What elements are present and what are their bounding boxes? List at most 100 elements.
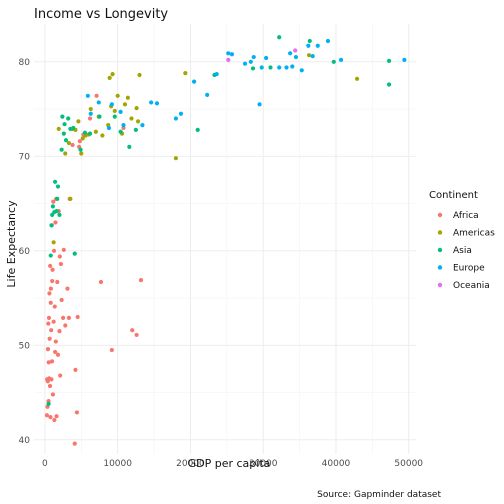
data-point — [251, 54, 256, 60]
data-point — [55, 352, 61, 357]
data-point — [62, 122, 67, 127]
data-point — [63, 151, 68, 156]
data-point — [58, 261, 64, 267]
data-point — [118, 129, 123, 134]
series-oceania — [226, 48, 298, 63]
data-point — [250, 66, 256, 71]
data-point — [68, 196, 73, 201]
y-tick-label: 40 — [19, 436, 31, 446]
data-point — [93, 129, 98, 134]
data-point — [135, 119, 141, 124]
data-point — [299, 68, 304, 73]
legend-label-oceania: Oceania — [453, 281, 490, 291]
data-point — [52, 304, 57, 309]
x-tick-label: 10000 — [103, 459, 132, 469]
data-point — [50, 392, 56, 397]
data-point — [51, 240, 56, 245]
data-point — [56, 126, 61, 132]
data-point — [46, 360, 51, 365]
legend-key-americas — [437, 230, 443, 235]
chart-caption: Source: Gapminder dataset — [317, 490, 441, 500]
data-point — [57, 212, 62, 218]
legend: Continent Africa Americas Asia Europe Oceani… — [429, 190, 495, 291]
data-point — [53, 179, 58, 184]
data-point — [106, 125, 112, 131]
data-point — [63, 323, 68, 328]
data-point — [53, 339, 58, 344]
data-point — [66, 116, 71, 121]
data-point — [137, 72, 142, 78]
data-point — [173, 156, 178, 161]
data-point — [87, 116, 93, 121]
data-point — [121, 123, 126, 128]
data-point — [178, 111, 184, 116]
data-point — [85, 93, 90, 98]
data-point — [96, 100, 101, 105]
data-point — [48, 415, 53, 420]
legend-label-americas: Americas — [453, 229, 495, 239]
data-point — [66, 140, 72, 146]
data-point — [226, 51, 231, 56]
data-point — [226, 57, 231, 63]
data-point — [134, 332, 139, 338]
data-point — [74, 410, 80, 415]
data-point — [134, 106, 139, 111]
data-point — [50, 278, 55, 284]
data-point — [402, 57, 407, 63]
data-point — [55, 184, 61, 189]
y-axis-title: Life Expectancy — [5, 200, 18, 288]
data-point — [277, 65, 282, 70]
data-point — [51, 199, 56, 204]
data-point — [325, 38, 331, 44]
legend-title: Continent — [429, 190, 478, 201]
data-point — [58, 373, 63, 378]
grid — [34, 24, 416, 454]
x-tick-label: 40000 — [322, 459, 351, 469]
data-point — [154, 101, 160, 106]
data-point — [78, 147, 83, 152]
data-point — [140, 123, 145, 128]
data-point — [149, 100, 154, 105]
data-point — [49, 359, 55, 364]
y-tick-label: 60 — [19, 247, 31, 257]
series-africa — [44, 93, 144, 446]
data-point — [48, 253, 53, 258]
y-tick-label: 70 — [19, 152, 31, 162]
x-tick-label: 30000 — [249, 459, 278, 469]
data-point — [115, 93, 120, 98]
data-point — [50, 267, 55, 272]
legend-key-africa — [437, 212, 443, 218]
x-axis-ticks: 0 10000 20000 30000 40000 50000 — [42, 459, 423, 469]
data-point — [46, 315, 52, 321]
data-point — [75, 314, 80, 320]
data-point — [65, 286, 70, 291]
data-point — [66, 315, 72, 321]
data-point — [55, 279, 60, 285]
data-point — [97, 114, 102, 119]
data-point — [94, 93, 99, 98]
data-point — [76, 119, 81, 124]
series-asia — [46, 35, 392, 407]
data-point — [118, 109, 123, 114]
data-point — [129, 116, 134, 121]
data-point — [49, 328, 54, 333]
data-point — [46, 401, 51, 407]
data-point — [130, 328, 135, 333]
x-tick-label: 50000 — [394, 459, 423, 469]
data-point — [191, 79, 197, 84]
data-point — [61, 247, 66, 252]
data-point — [73, 367, 78, 372]
data-point — [259, 65, 264, 70]
data-point — [72, 251, 77, 256]
data-point — [48, 263, 53, 269]
data-point — [338, 57, 344, 63]
data-point — [127, 144, 132, 149]
data-point — [57, 329, 62, 334]
data-point — [59, 297, 64, 303]
data-point — [257, 102, 262, 107]
data-point — [71, 125, 76, 131]
data-point — [288, 51, 293, 56]
y-tick-label: 80 — [19, 58, 31, 68]
